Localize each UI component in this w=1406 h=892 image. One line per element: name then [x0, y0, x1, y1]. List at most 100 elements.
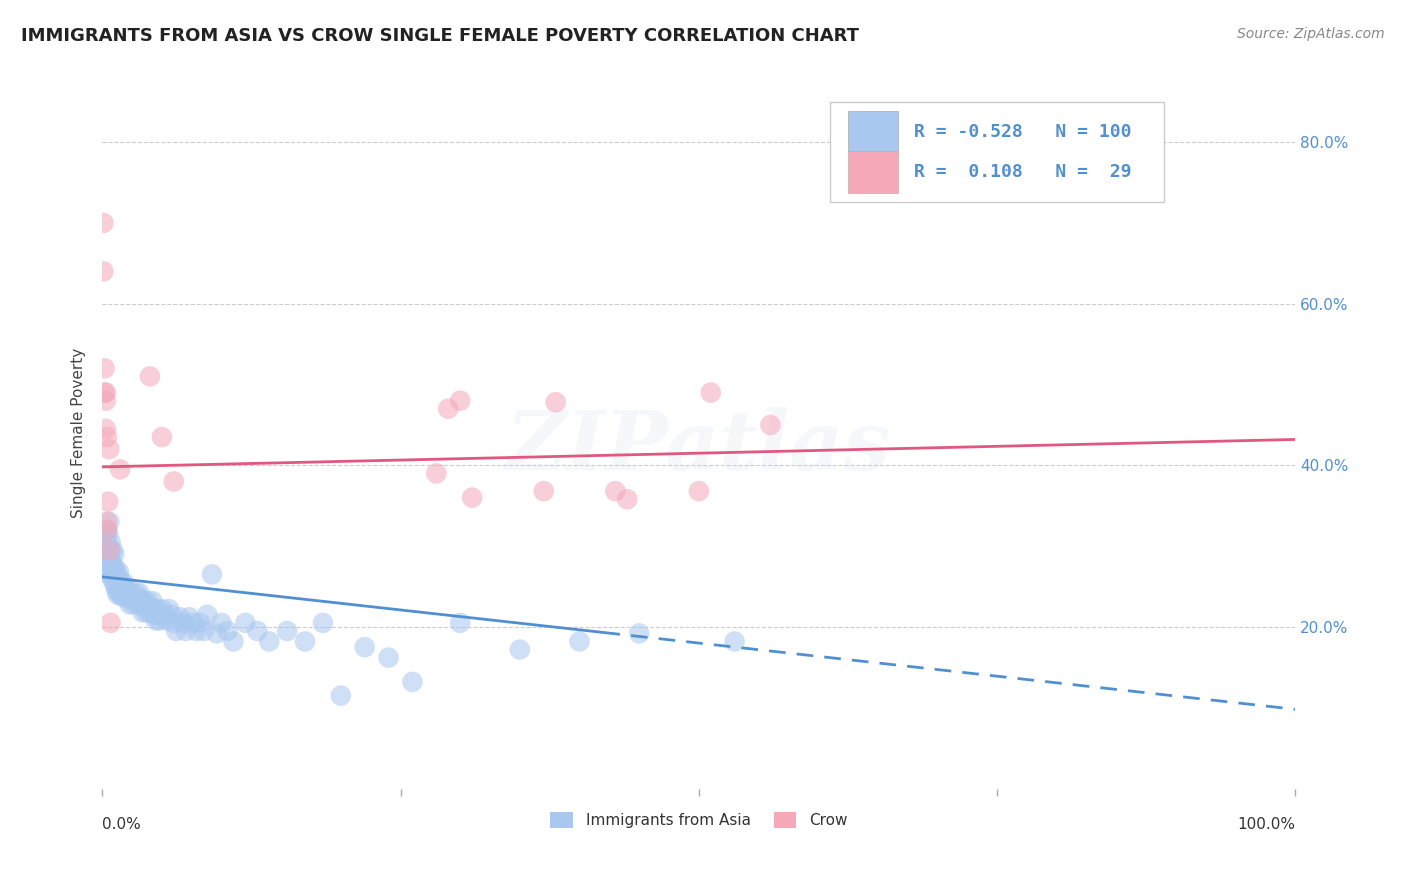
Text: 0.0%: 0.0%: [103, 817, 141, 832]
Point: [100, 543, 122, 558]
Point: [201, 567, 224, 582]
Point: [117, 591, 139, 606]
Point: [150, 430, 173, 444]
Point: [115, 586, 138, 600]
Point: [97, 494, 120, 508]
Point: [449, 393, 471, 408]
Point: [108, 565, 131, 579]
Point: [107, 588, 129, 602]
Point: [723, 634, 745, 648]
Point: [449, 615, 471, 630]
Point: [437, 401, 460, 416]
Point: [96, 523, 118, 537]
Point: [93, 216, 115, 230]
Point: [533, 484, 555, 499]
Point: [211, 615, 233, 630]
Point: [114, 581, 136, 595]
Point: [111, 586, 134, 600]
Point: [544, 395, 567, 409]
Point: [163, 615, 186, 630]
Point: [129, 591, 152, 606]
Point: [401, 674, 423, 689]
Point: [153, 607, 176, 622]
Point: [163, 475, 186, 489]
Point: [188, 615, 211, 630]
Point: [108, 586, 131, 600]
Point: [96, 523, 118, 537]
Point: [150, 602, 173, 616]
Point: [294, 634, 316, 648]
Point: [121, 591, 143, 606]
Point: [128, 586, 150, 600]
Point: [110, 589, 132, 603]
Point: [101, 567, 124, 582]
Point: [93, 385, 115, 400]
Point: [98, 547, 121, 561]
Point: [96, 543, 118, 558]
Point: [103, 547, 125, 561]
Point: [101, 543, 124, 558]
Point: [124, 586, 146, 600]
Point: [108, 462, 131, 476]
Point: [104, 580, 127, 594]
Point: [122, 597, 145, 611]
Point: [100, 559, 122, 574]
Point: [93, 264, 115, 278]
Text: R =  0.108   N =  29: R = 0.108 N = 29: [914, 163, 1130, 181]
Point: [94, 385, 117, 400]
Point: [94, 551, 117, 566]
Point: [118, 597, 141, 611]
Point: [148, 614, 170, 628]
Point: [145, 614, 167, 628]
Text: Source: ZipAtlas.com: Source: ZipAtlas.com: [1237, 27, 1385, 41]
Point: [172, 615, 194, 630]
Point: [132, 594, 155, 608]
Point: [97, 539, 120, 553]
Point: [107, 573, 129, 587]
Point: [134, 599, 156, 614]
Point: [136, 594, 159, 608]
Point: [93, 361, 115, 376]
Point: [222, 634, 245, 648]
Point: [605, 484, 627, 499]
Point: [217, 624, 239, 638]
Point: [105, 567, 128, 582]
Point: [142, 602, 165, 616]
Point: [246, 624, 269, 638]
Point: [616, 492, 638, 507]
Point: [205, 626, 228, 640]
Point: [97, 555, 120, 569]
Point: [108, 573, 131, 587]
Legend: Immigrants from Asia, Crow: Immigrants from Asia, Crow: [544, 806, 853, 834]
Point: [120, 586, 142, 600]
Point: [112, 589, 135, 603]
Point: [96, 515, 118, 529]
Point: [98, 442, 121, 457]
Text: ZIPatlas: ZIPatlas: [506, 408, 891, 487]
Point: [108, 581, 131, 595]
Point: [132, 606, 155, 620]
Point: [141, 594, 163, 608]
Point: [100, 615, 122, 630]
Point: [105, 583, 128, 598]
Point: [276, 624, 298, 638]
Point: [103, 559, 125, 574]
Point: [179, 610, 201, 624]
Point: [98, 543, 121, 558]
Point: [98, 515, 121, 529]
Point: [312, 615, 335, 630]
Point: [377, 650, 399, 665]
Point: [700, 385, 723, 400]
Point: [169, 610, 191, 624]
FancyBboxPatch shape: [848, 111, 898, 153]
Point: [93, 563, 115, 577]
Point: [688, 484, 710, 499]
Point: [139, 606, 162, 620]
Point: [143, 607, 166, 622]
Point: [139, 369, 162, 384]
Point: [98, 567, 121, 582]
Point: [759, 417, 782, 432]
Point: [156, 614, 179, 628]
Point: [165, 624, 187, 638]
Point: [127, 597, 149, 611]
